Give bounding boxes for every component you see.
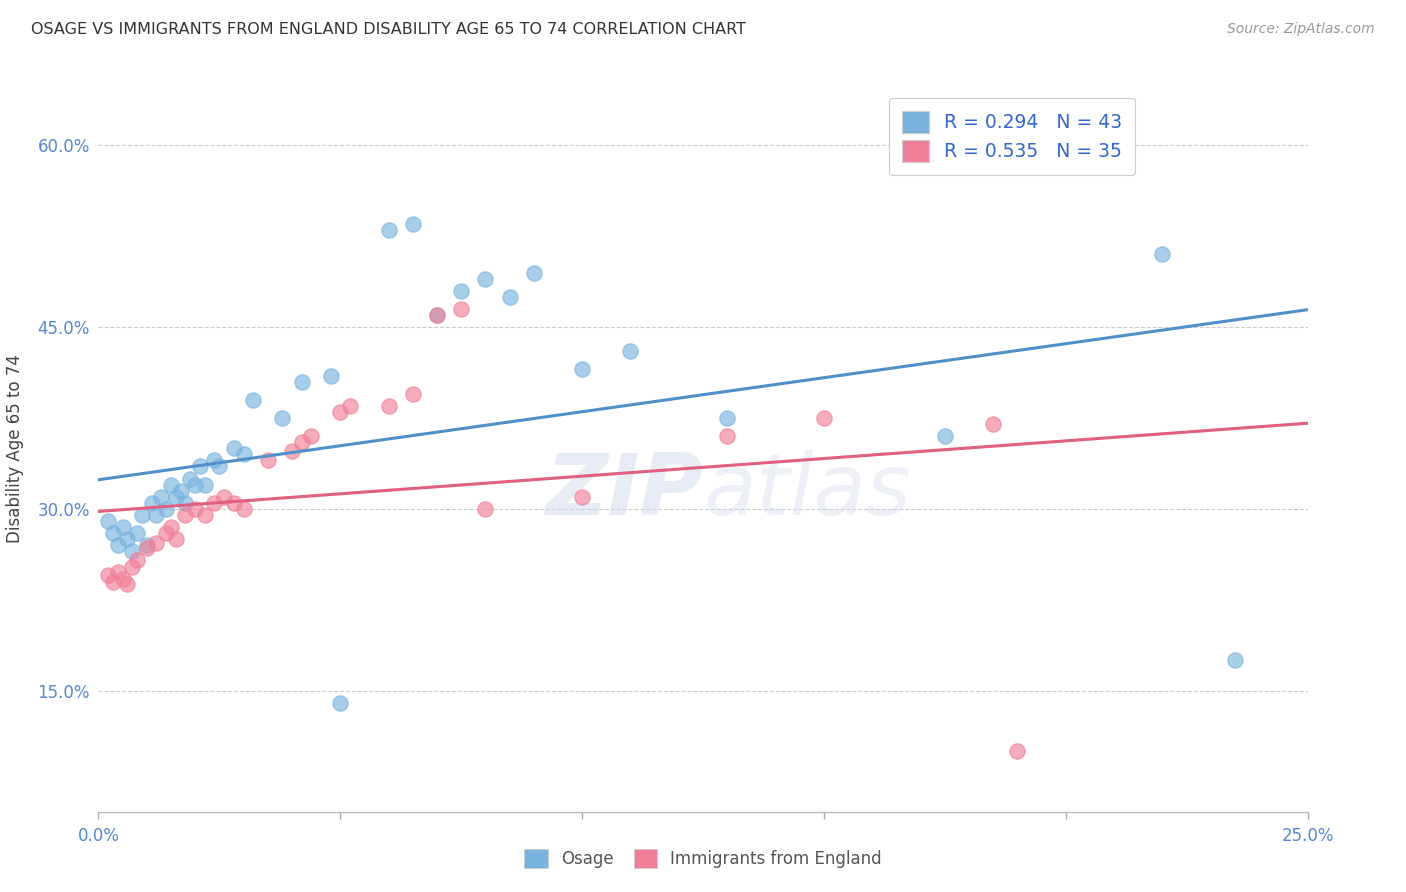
Point bbox=[165, 490, 187, 504]
Legend: Osage, Immigrants from England: Osage, Immigrants from England bbox=[516, 840, 890, 877]
Point bbox=[242, 392, 264, 407]
Point bbox=[204, 453, 226, 467]
Point bbox=[498, 290, 520, 304]
Point bbox=[256, 453, 278, 467]
Text: Source: ZipAtlas.com: Source: ZipAtlas.com bbox=[1227, 22, 1375, 37]
Y-axis label: Disability Age 65 to 74: Disability Age 65 to 74 bbox=[6, 354, 24, 542]
Point bbox=[174, 508, 197, 522]
Point bbox=[107, 538, 129, 552]
Point bbox=[127, 526, 149, 541]
Point bbox=[194, 477, 217, 491]
Point bbox=[426, 308, 449, 322]
Point bbox=[222, 496, 245, 510]
Point bbox=[402, 386, 425, 401]
Point bbox=[107, 565, 129, 579]
Point bbox=[232, 501, 254, 516]
Point bbox=[523, 266, 546, 280]
Point bbox=[97, 568, 120, 582]
Point bbox=[290, 375, 312, 389]
Point bbox=[1223, 653, 1246, 667]
Point bbox=[169, 483, 191, 498]
Point bbox=[377, 223, 399, 237]
Point bbox=[188, 459, 211, 474]
Point bbox=[121, 560, 143, 574]
Point bbox=[813, 411, 835, 425]
Point bbox=[934, 429, 956, 443]
Point bbox=[117, 532, 139, 546]
Point bbox=[179, 471, 201, 485]
Point bbox=[290, 435, 312, 450]
Point bbox=[155, 526, 177, 541]
Point bbox=[155, 501, 177, 516]
Point bbox=[101, 526, 124, 541]
Text: atlas: atlas bbox=[703, 450, 911, 533]
Point bbox=[619, 344, 641, 359]
Point bbox=[716, 411, 738, 425]
Point bbox=[329, 696, 352, 710]
Point bbox=[135, 541, 157, 555]
Point bbox=[101, 574, 124, 589]
Point bbox=[571, 490, 593, 504]
Point bbox=[208, 459, 231, 474]
Point bbox=[212, 490, 235, 504]
Point bbox=[160, 520, 183, 534]
Point bbox=[571, 362, 593, 376]
Point bbox=[150, 490, 173, 504]
Point bbox=[281, 443, 304, 458]
Point bbox=[1152, 247, 1174, 261]
Point bbox=[319, 368, 342, 383]
Point bbox=[450, 301, 472, 316]
Point bbox=[145, 535, 167, 549]
Point bbox=[204, 496, 226, 510]
Point bbox=[402, 217, 425, 231]
Point bbox=[135, 538, 157, 552]
Point bbox=[111, 520, 134, 534]
Text: OSAGE VS IMMIGRANTS FROM ENGLAND DISABILITY AGE 65 TO 74 CORRELATION CHART: OSAGE VS IMMIGRANTS FROM ENGLAND DISABIL… bbox=[31, 22, 747, 37]
Point bbox=[474, 501, 496, 516]
Point bbox=[184, 477, 207, 491]
Point bbox=[127, 552, 149, 566]
Point bbox=[131, 508, 153, 522]
Point bbox=[141, 496, 163, 510]
Point bbox=[232, 447, 254, 461]
Point bbox=[184, 501, 207, 516]
Point bbox=[117, 577, 139, 591]
Legend: R = 0.294   N = 43, R = 0.535   N = 35: R = 0.294 N = 43, R = 0.535 N = 35 bbox=[890, 98, 1135, 175]
Point bbox=[716, 429, 738, 443]
Point bbox=[194, 508, 217, 522]
Point bbox=[426, 308, 449, 322]
Point bbox=[160, 477, 183, 491]
Point bbox=[174, 496, 197, 510]
Point bbox=[981, 417, 1004, 431]
Point bbox=[299, 429, 322, 443]
Text: ZIP: ZIP bbox=[546, 450, 703, 533]
Point bbox=[111, 572, 134, 586]
Point bbox=[474, 271, 496, 285]
Point bbox=[222, 442, 245, 455]
Point bbox=[1007, 744, 1029, 758]
Point bbox=[271, 411, 294, 425]
Point bbox=[329, 405, 352, 419]
Point bbox=[97, 514, 120, 528]
Point bbox=[121, 544, 143, 558]
Point bbox=[377, 399, 399, 413]
Point bbox=[339, 399, 361, 413]
Point bbox=[450, 284, 472, 298]
Point bbox=[145, 508, 167, 522]
Point bbox=[165, 532, 187, 546]
